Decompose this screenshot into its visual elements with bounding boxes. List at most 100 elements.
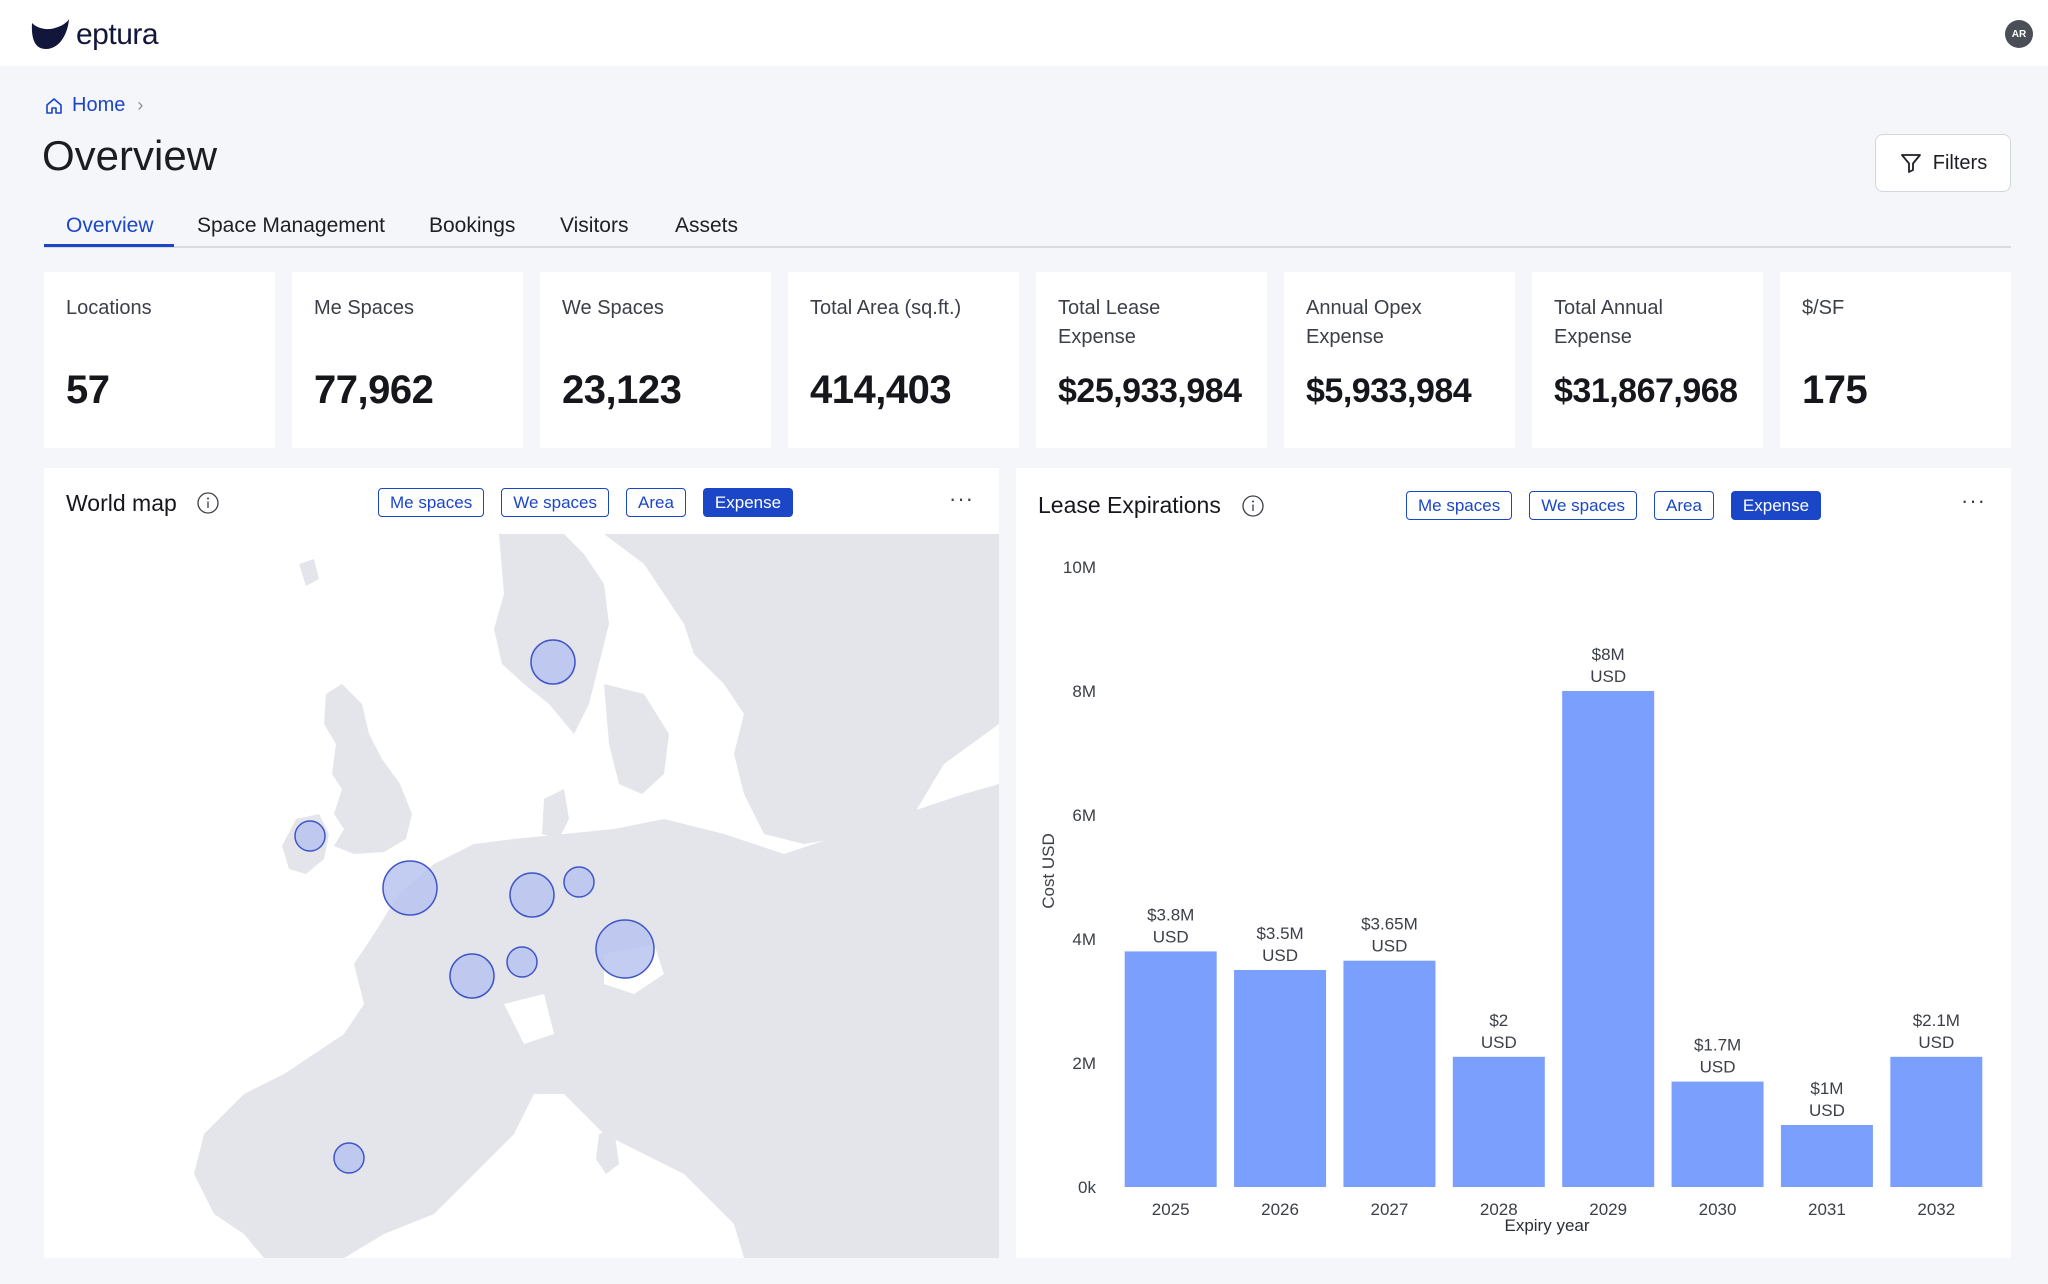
stat-value: $5,933,984 [1306,372,1472,410]
chip-expense[interactable]: Expense [1730,491,1822,520]
stat-value: 57 [66,368,110,412]
x-tick-label: 2025 [1152,1200,1190,1219]
map-bubble[interactable] [506,946,538,978]
bar[interactable] [1562,691,1655,1187]
map-bubble[interactable] [294,820,326,852]
stat-card-total-annual-expense[interactable]: Total Annual Expense $31,867,968 [1532,272,1763,448]
map-canvas[interactable] [44,534,999,1258]
x-tick-label: 2032 [1917,1200,1955,1219]
map-bubble[interactable] [509,872,555,918]
tab-assets[interactable]: Assets [675,214,739,237]
stat-value: $31,867,968 [1554,372,1738,410]
more-options-icon[interactable]: ··· [949,486,974,511]
bar-unit-label: USD [1590,667,1626,686]
x-tick-label: 2027 [1371,1200,1409,1219]
stat-card-cost-per-sf[interactable]: $/SF 175 [1780,272,2011,448]
bar-value-label: $3.65M [1361,915,1418,934]
tab-bookings[interactable]: Bookings [429,214,516,237]
chip-area[interactable]: Area [625,488,686,517]
stat-card-annual-opex-expense[interactable]: Annual Opex Expense $5,933,984 [1284,272,1515,448]
chip-we-spaces[interactable]: We spaces [501,488,609,517]
stat-value: 23,123 [562,368,682,412]
stat-label: Annual Opex Expense [1306,297,1422,348]
lease-metric-chips: Me spaces We spaces Area Expense [1406,491,1822,520]
tab-space-management[interactable]: Space Management [197,214,385,237]
stat-label: $/SF [1802,297,1845,319]
bar[interactable] [1671,1081,1764,1187]
stat-card-total-area[interactable]: Total Area (sq.ft.) 414,403 [788,272,1019,448]
user-avatar[interactable]: AR [2005,20,2033,48]
stat-value: $25,933,984 [1058,372,1242,410]
world-map-title: World map [66,490,177,516]
stat-label: Me Spaces [314,297,415,319]
stat-card-me-spaces[interactable]: Me Spaces 77,962 [292,272,523,448]
active-tab-indicator [44,244,174,247]
breadcrumb: Home › [44,94,143,117]
stat-label: Total Annual Expense [1554,297,1663,348]
x-axis-label: Expiry year [1504,1216,1589,1235]
stat-value: 175 [1802,368,1868,412]
more-options-icon[interactable]: ··· [1961,488,1986,513]
y-tick-label: 4M [1072,930,1096,949]
top-bar: eptura AR [0,0,2048,66]
chevron-right-icon: › [137,95,144,115]
chip-me-spaces[interactable]: Me spaces [1406,491,1513,520]
bar[interactable] [1890,1056,1983,1187]
stat-card-total-lease-expense[interactable]: Total Lease Expense $25,933,984 [1036,272,1267,448]
bar[interactable] [1124,951,1217,1187]
tab-visitors[interactable]: Visitors [560,214,629,237]
map-bubble[interactable] [382,860,438,916]
tab-bar: Overview Space Management Bookings Visit… [44,204,2011,248]
tab-overview[interactable]: Overview [66,214,154,237]
map-bubble[interactable] [563,866,595,898]
chip-expense[interactable]: Expense [702,488,794,517]
y-tick-label: 0k [1078,1178,1096,1197]
home-icon[interactable] [44,96,64,116]
y-tick-label: 2M [1072,1054,1096,1073]
stat-value: 414,403 [810,368,952,412]
world-map-panel: World map Me spaces We spaces Area Expen… [44,468,999,1258]
x-tick-label: 2031 [1808,1200,1846,1219]
location-bubbles [294,639,655,1174]
land-masses [194,534,999,1258]
filter-icon [1900,154,1921,173]
world-map-metric-chips: Me spaces We spaces Area Expense [378,488,794,517]
bar[interactable] [1343,960,1436,1187]
x-tick-label: 2029 [1589,1200,1627,1219]
lease-expirations-panel: Lease Expirations Me spaces We spaces Ar… [1016,468,2011,1258]
stat-label: We Spaces [562,297,664,319]
stat-cards: Locations 57 Me Spaces 77,962 We Spaces … [44,272,2011,448]
stat-card-locations[interactable]: Locations 57 [44,272,275,448]
info-icon[interactable] [1242,495,1264,517]
lease-expirations-title: Lease Expirations [1038,492,1221,518]
y-axis-label: Cost USD [1039,833,1058,909]
europe-map [194,534,999,1258]
filters-button[interactable]: Filters [1875,134,2011,192]
bar[interactable] [1452,1056,1545,1187]
map-bubble[interactable] [595,919,655,979]
chip-we-spaces[interactable]: We spaces [1529,491,1637,520]
filters-button-label: Filters [1932,151,1988,174]
bar-value-label: $2.1M [1913,1011,1960,1030]
chip-area[interactable]: Area [1653,491,1714,520]
stat-card-we-spaces[interactable]: We Spaces 23,123 [540,272,771,448]
y-tick-label: 10M [1063,558,1096,577]
bar-value-label: $3.8M [1147,905,1194,924]
eptura-logo[interactable]: eptura [30,18,159,52]
chip-me-spaces[interactable]: Me spaces [378,488,485,517]
map-bubble[interactable] [530,639,576,685]
x-tick-label: 2028 [1480,1200,1518,1219]
map-bubble[interactable] [333,1142,365,1174]
info-icon[interactable] [197,492,219,514]
map-bubble[interactable] [449,953,495,999]
bar-unit-label: USD [1809,1101,1845,1120]
bar[interactable] [1234,970,1327,1187]
page-title: Overview [42,132,218,179]
x-tick-label: 2030 [1699,1200,1737,1219]
stat-value: 77,962 [314,368,434,412]
breadcrumb-home-link[interactable]: Home [72,94,126,116]
bar-value-label: $2 [1489,1011,1508,1030]
bar-value-label: $1M [1810,1079,1843,1098]
bar[interactable] [1780,1125,1873,1187]
y-tick-label: 8M [1072,682,1096,701]
